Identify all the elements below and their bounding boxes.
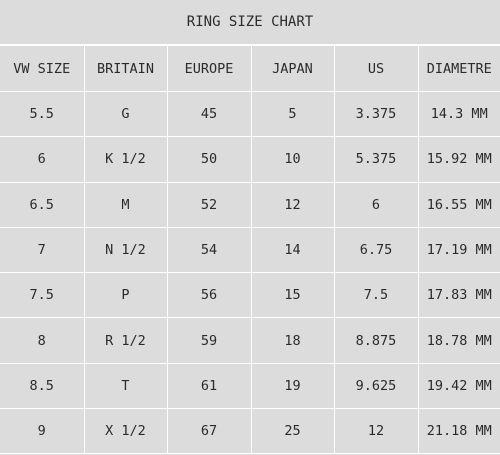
cell-europe: 54 [166, 226, 252, 274]
cell-us: 12 [333, 408, 419, 455]
cell-japan: 18 [250, 317, 335, 364]
cell-us: 6 [333, 181, 419, 228]
cell-japan: 15 [250, 272, 335, 319]
cell-europe: 45 [166, 90, 252, 138]
cell-britain: R 1/2 [83, 317, 168, 364]
header-britain: BRITAIN [83, 45, 168, 92]
table-row: 5.5 G 45 5 3.375 14.3 MM [0, 90, 500, 138]
cell-diametre: 21.18 MM [417, 408, 500, 455]
cell-japan: 25 [250, 408, 335, 455]
cell-europe: 59 [166, 317, 252, 364]
cell-diametre: 17.19 MM [417, 226, 500, 274]
cell-diametre: 16.55 MM [417, 181, 500, 228]
cell-diametre: 19.42 MM [417, 362, 500, 410]
table-row: 7.5 P 56 15 7.5 17.83 MM [0, 272, 500, 319]
cell-britain: K 1/2 [83, 136, 168, 183]
table-row: 8.5 T 61 19 9.625 19.42 MM [0, 362, 500, 410]
size-table: VW SIZE BRITAIN EUROPE JAPAN US DIAMETRE… [0, 45, 500, 455]
cell-britain: T [83, 362, 168, 410]
cell-europe: 50 [166, 136, 252, 183]
cell-vw-size: 7 [0, 226, 85, 274]
table-row: 6.5 M 52 12 6 16.55 MM [0, 181, 500, 228]
cell-britain: G [83, 90, 168, 138]
cell-japan: 14 [250, 226, 335, 274]
cell-diametre: 15.92 MM [417, 136, 500, 183]
cell-europe: 61 [166, 362, 252, 410]
cell-diametre: 14.3 MM [417, 90, 500, 138]
header-japan: JAPAN [250, 45, 335, 92]
cell-vw-size: 9 [0, 408, 85, 455]
cell-us: 8.875 [333, 317, 419, 364]
table-row: 6 K 1/2 50 10 5.375 15.92 MM [0, 136, 500, 183]
header-diametre: DIAMETRE [417, 45, 500, 92]
cell-japan: 12 [250, 181, 335, 228]
header-vw-size: VW SIZE [0, 45, 85, 92]
cell-us: 3.375 [333, 90, 419, 138]
cell-europe: 56 [166, 272, 252, 319]
cell-japan: 10 [250, 136, 335, 183]
cell-vw-size: 8 [0, 317, 85, 364]
cell-vw-size: 6.5 [0, 181, 85, 228]
header-row: VW SIZE BRITAIN EUROPE JAPAN US DIAMETRE [0, 45, 500, 92]
cell-vw-size: 8.5 [0, 362, 85, 410]
cell-vw-size: 6 [0, 136, 85, 183]
cell-europe: 52 [166, 181, 252, 228]
header-us: US [333, 45, 419, 92]
cell-vw-size: 5.5 [0, 90, 85, 138]
cell-britain: X 1/2 [83, 408, 168, 455]
cell-us: 5.375 [333, 136, 419, 183]
cell-us: 9.625 [333, 362, 419, 410]
cell-britain: M [83, 181, 168, 228]
cell-japan: 5 [250, 90, 335, 138]
cell-diametre: 17.83 MM [417, 272, 500, 319]
table-row: 7 N 1/2 54 14 6.75 17.19 MM [0, 226, 500, 274]
cell-us: 7.5 [333, 272, 419, 319]
chart-title: RING SIZE CHART [0, 0, 500, 45]
table-row: 9 X 1/2 67 25 12 21.18 MM [0, 408, 500, 455]
table-row: 8 R 1/2 59 18 8.875 18.78 MM [0, 317, 500, 364]
cell-europe: 67 [166, 408, 252, 455]
cell-britain: P [83, 272, 168, 319]
cell-britain: N 1/2 [83, 226, 168, 274]
cell-japan: 19 [250, 362, 335, 410]
cell-diametre: 18.78 MM [417, 317, 500, 364]
cell-us: 6.75 [333, 226, 419, 274]
header-europe: EUROPE [166, 45, 252, 92]
cell-vw-size: 7.5 [0, 272, 85, 319]
